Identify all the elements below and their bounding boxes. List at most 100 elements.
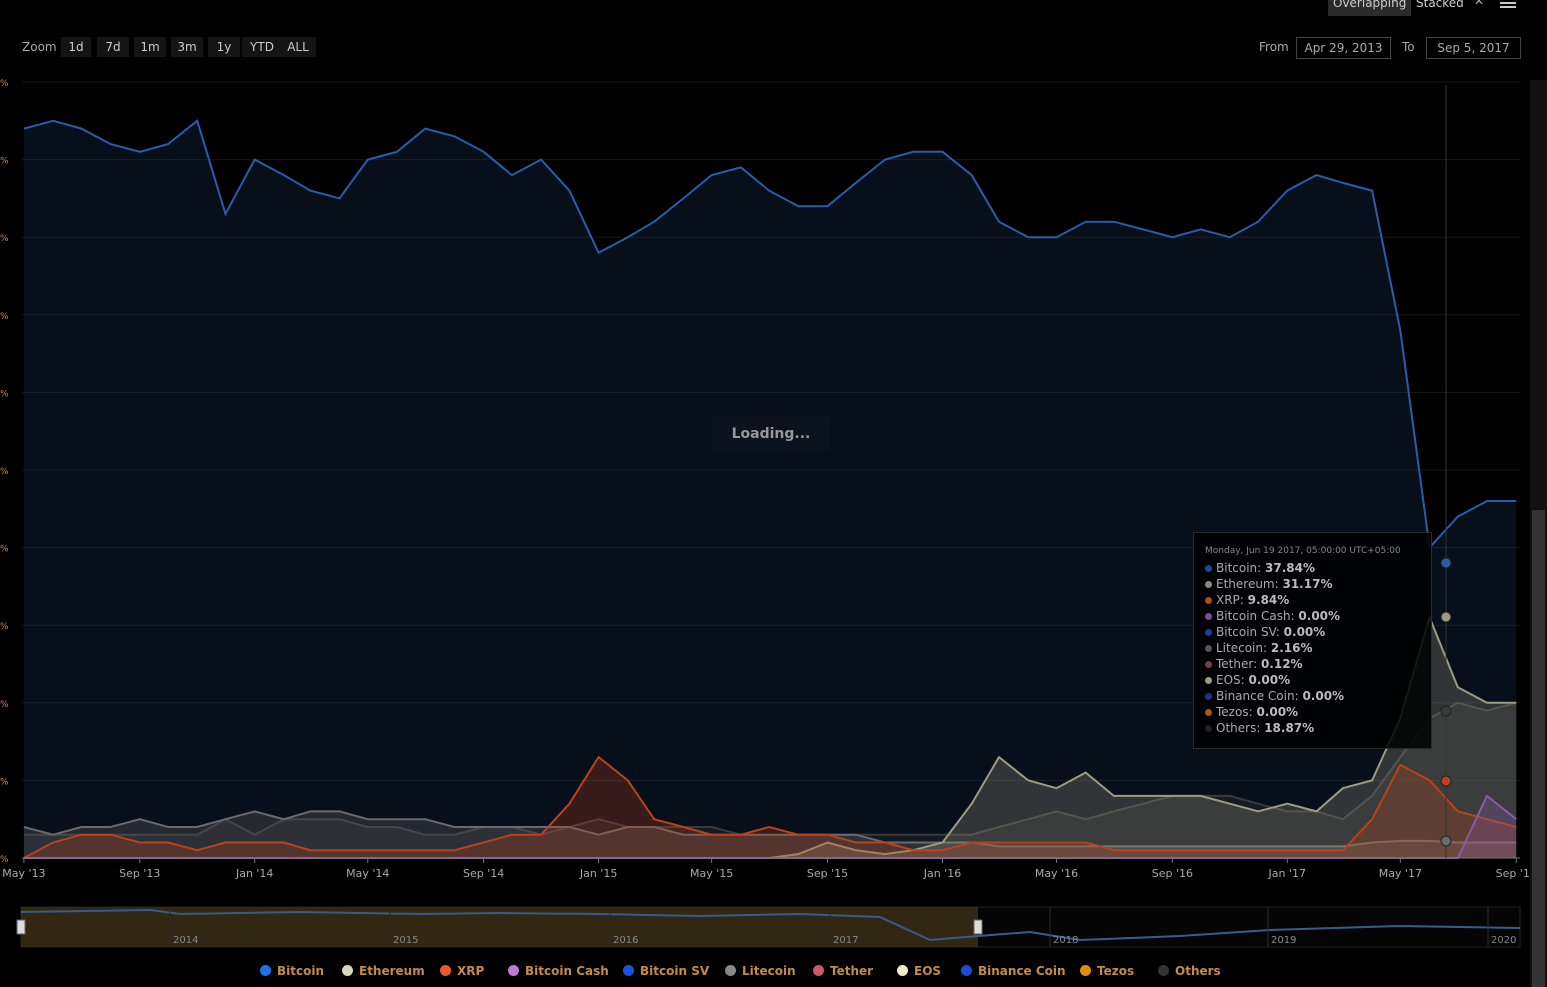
circle-icon [725, 965, 736, 976]
tooltip-series-value: 0.00% [1298, 609, 1341, 623]
zoom-1d-button[interactable]: 1d [61, 37, 91, 57]
x-tick-label: Sep '16 [1152, 867, 1193, 880]
y-tick-label: % [0, 467, 9, 477]
series-area-bitcoin [23, 120, 1517, 859]
circle-icon [1205, 645, 1212, 652]
legend-item-litecoin[interactable]: Litecoin [725, 962, 796, 980]
x-tick-label: Sep '13 [119, 867, 160, 880]
to-date-input[interactable]: Sep 5, 2017 [1426, 37, 1521, 59]
circle-icon [1205, 661, 1212, 668]
circle-icon [813, 965, 824, 976]
hover-marker [1440, 705, 1452, 717]
tooltip-series-value: 37.84% [1265, 561, 1315, 575]
zoom-3m-button[interactable]: 3m [171, 37, 203, 57]
scrollbar-thumb[interactable] [1532, 510, 1545, 987]
legend-label: Bitcoin Cash [525, 964, 609, 978]
stacked-button[interactable]: Stacked [1416, 0, 1464, 10]
tooltip-series-name: Ethereum: [1216, 577, 1283, 591]
series-line-litecoin [23, 810, 1517, 848]
x-tick-label: May '16 [1035, 867, 1078, 880]
hover-markers [1440, 557, 1452, 847]
navigator-left-handle[interactable] [16, 919, 26, 935]
tooltip-series-name: Tether: [1216, 657, 1261, 671]
tooltip-row: Ethereum: 31.17% [1205, 576, 1332, 592]
y-tick-label: % [0, 622, 9, 632]
tooltip-series-value: 0.12% [1260, 657, 1303, 671]
circle-icon [623, 965, 634, 976]
legend-item-tezos[interactable]: Tezos [1080, 962, 1134, 980]
x-tick-label: Jan '16 [923, 867, 961, 880]
legend-label: Bitcoin [277, 964, 325, 978]
x-tick-label: Sep '14 [463, 867, 504, 880]
y-tick-label: % [0, 855, 9, 865]
tooltip-series-value: 9.84% [1247, 593, 1290, 607]
legend-item-bitcoin-cash[interactable]: Bitcoin Cash [508, 962, 609, 980]
menu-icon[interactable] [1500, 0, 1516, 10]
legend-label: Others [1175, 964, 1221, 978]
tooltip-series-name: Bitcoin Cash: [1216, 609, 1299, 623]
y-tick-label: % [0, 157, 9, 167]
navigator-year-label: 2017 [833, 935, 858, 946]
legend-label: Ethereum [359, 964, 425, 978]
y-tick-label: % [0, 234, 9, 244]
zoom-all-button[interactable]: ALL [280, 37, 316, 57]
navigator-right-handle[interactable] [973, 919, 983, 935]
circle-icon [961, 965, 972, 976]
zoom-7d-button[interactable]: 7d [97, 37, 129, 57]
x-tick-label: May '13 [2, 867, 45, 880]
y-tick-label: % [0, 777, 9, 787]
legend-item-binance-coin[interactable]: Binance Coin [961, 962, 1066, 980]
tooltip-series-value: 18.87% [1264, 721, 1315, 735]
circle-icon [1205, 597, 1212, 604]
tooltip-series-name: Litecoin: [1216, 641, 1271, 655]
tooltip-series-value: 0.00% [1283, 625, 1326, 639]
circle-icon [1205, 693, 1212, 700]
tooltip-series-name: Bitcoin SV: [1216, 625, 1284, 639]
legend-item-xrp[interactable]: XRP [440, 962, 484, 980]
legend-item-ethereum[interactable]: Ethereum [342, 962, 425, 980]
zoom-1m-button[interactable]: 1m [134, 37, 166, 57]
x-axis-ticks: May '13 Sep '13 Jan '14 May '14 Sep '14 Jan '… [2, 857, 1537, 880]
y-tick-label: % [0, 545, 9, 555]
zoom-ytd-button[interactable]: YTD [242, 37, 282, 57]
x-tick-label: May '17 [1379, 867, 1422, 880]
tooltip-series-value: 0.00% [1256, 705, 1299, 719]
circle-icon [1158, 965, 1169, 976]
tooltip-row: Bitcoin Cash: 0.00% [1205, 608, 1340, 624]
legend-label: Tezos [1097, 964, 1135, 978]
overlapping-button[interactable]: Overlapping [1328, 0, 1412, 16]
legend-item-bitcoin-sv[interactable]: Bitcoin SV [623, 962, 709, 980]
navigator[interactable]: 2014 2015 2016 2017 2018 2019 2020 [16, 906, 1521, 948]
hover-marker [1440, 611, 1452, 623]
series-line-xrp [23, 755, 1517, 859]
circle-icon [1205, 725, 1212, 732]
x-tick-label: Jan '15 [579, 867, 617, 880]
to-label: To [1402, 40, 1415, 54]
navigator-year-label: 2019 [1271, 935, 1296, 946]
grid-lines [22, 81, 1520, 781]
zoom-1y-button[interactable]: 1y [208, 37, 240, 57]
circle-icon [508, 965, 519, 976]
navigator-year-label: 2015 [393, 935, 418, 946]
from-date-input[interactable]: Apr 29, 2013 [1296, 37, 1391, 59]
navigator-series-line [20, 908, 1521, 942]
circle-icon [1205, 613, 1212, 620]
navigator-year-label: 2018 [1053, 935, 1078, 946]
circle-icon [1205, 629, 1212, 636]
y-tick-label: % [0, 389, 9, 399]
legend-item-bitcoin[interactable]: Bitcoin [260, 962, 324, 980]
circle-icon [1205, 581, 1212, 588]
legend-label: XRP [457, 964, 485, 978]
reset-zoom-icon[interactable]: ✕ [1474, 0, 1485, 8]
legend-label: Litecoin [742, 964, 796, 978]
x-tick-label: May '15 [690, 867, 733, 880]
legend-item-tether[interactable]: Tether [813, 962, 873, 980]
tooltip-row: Tether: 0.12% [1205, 656, 1303, 672]
legend-item-others[interactable]: Others [1158, 962, 1221, 980]
y-tick-label: % [0, 79, 9, 89]
x-tick-label: Jan '14 [235, 867, 273, 880]
legend-item-eos[interactable]: EOS [897, 962, 941, 980]
series-area-ethereum [23, 617, 1517, 858]
